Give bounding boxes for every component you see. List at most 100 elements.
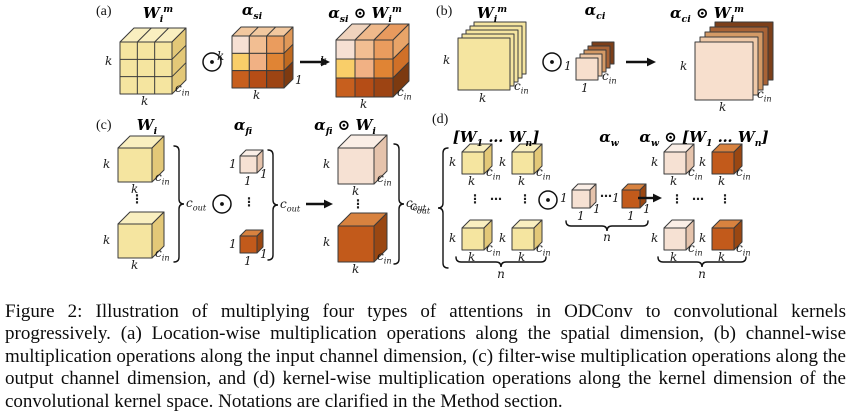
panel-d-result-underbrace <box>657 256 747 268</box>
cdots: ⋯ <box>600 189 612 203</box>
dim-label-k: k <box>352 262 360 276</box>
panel-d-kernel-underbrace <box>455 256 547 268</box>
dim-label-cin: cin <box>757 87 772 104</box>
panel-d-attention-underbrace <box>565 220 649 232</box>
dim-label-k: k <box>699 231 707 245</box>
dim-label-k: k <box>352 184 360 198</box>
panel-d-result-cube-3 <box>663 219 695 251</box>
dim-label-cout: cout <box>186 196 207 213</box>
panel-d-tag: (d) <box>432 112 449 127</box>
vdots: ⋮ <box>519 192 531 206</box>
panel-d-kernel-cube-2 <box>511 143 543 175</box>
dim-label-one: 1 <box>577 209 585 223</box>
dim-label-cin: cin <box>155 246 170 263</box>
panel-d-result-cube-4 <box>711 219 743 251</box>
panel-c-tag: (c) <box>96 118 112 133</box>
dim-label-n: n <box>698 267 706 281</box>
dim-label-cin: cin <box>155 170 170 187</box>
panel-b-kernel-heading: Wim <box>476 4 508 25</box>
dim-label-cin: cin <box>736 165 751 182</box>
dim-label-cin: cin <box>688 165 703 182</box>
panel-a-arrow <box>300 57 330 67</box>
panel-a-odot-operator <box>202 52 222 72</box>
panel-d-result-heading: αw ⊙ [W1 … Wn] <box>639 128 769 149</box>
dim-label-cin: cin <box>602 69 617 86</box>
panel-c-kernel-heading: Wi <box>136 116 158 137</box>
panel-a-tag: (a) <box>96 4 112 19</box>
panel-a-attention-heading: αsi <box>241 1 263 22</box>
dim-label-k: k <box>131 258 139 272</box>
panel-c-result-heading: αfi ⊙ Wi <box>314 116 376 137</box>
panel-a-kernel-cube <box>119 27 187 95</box>
vdots: ⋮ <box>671 192 683 206</box>
dim-label-k: k <box>141 94 149 108</box>
dim-label-one: 1 <box>593 202 601 216</box>
panel-c-result-cube-bottom <box>337 212 388 263</box>
panel-c-kernel-cube-bottom <box>117 211 165 259</box>
panel-a-result-heading: αsi ⊙ Wim <box>328 4 402 25</box>
dim-label-one: 1 <box>627 209 635 223</box>
panel-c-result-brace <box>393 143 405 265</box>
dim-label-one: 1 <box>244 174 252 188</box>
dim-label-k: k <box>320 54 328 68</box>
vdots: ⋮ <box>352 197 364 211</box>
dim-label-one: 1 <box>260 247 268 261</box>
panel-d-kernel-heading: [W1 … Wn] <box>452 128 540 149</box>
dim-label-k: k <box>449 155 457 169</box>
panel-a-attention-grid <box>231 26 294 89</box>
dim-label-one: 1 <box>244 254 252 268</box>
dim-label-one: 1 <box>295 73 303 87</box>
dim-label-cout: cout <box>406 196 427 213</box>
panel-b-tag: (b) <box>436 4 453 19</box>
dim-label-cout: cout <box>280 197 301 214</box>
dim-label-cin: cin <box>377 249 392 266</box>
panel-c-attention-cube-top <box>239 149 264 174</box>
dim-label-k: k <box>499 155 507 169</box>
dim-label-k: k <box>131 182 139 196</box>
dim-label-n: n <box>497 267 505 281</box>
dim-label-k: k <box>468 250 476 264</box>
panel-d-kernel-cube-3 <box>461 219 493 251</box>
dim-label-k: k <box>103 233 111 247</box>
vdots: ⋮ <box>719 192 731 206</box>
panel-c-odot-operator <box>212 194 232 214</box>
dim-label-k: k <box>718 250 726 264</box>
panel-c-kernel-cube-top <box>117 135 165 183</box>
dim-label-k: k <box>518 250 526 264</box>
dim-label-k: k <box>443 53 451 67</box>
panel-d-arrow <box>638 193 662 203</box>
panel-a-result-cube <box>335 23 410 98</box>
dim-label-k: k <box>718 174 726 188</box>
panel-b-odot-operator <box>542 52 562 72</box>
panel-b-kernel-stack <box>457 21 527 91</box>
figure-diagram-canvas <box>117 21 774 269</box>
dim-label-one: 1 <box>643 202 651 216</box>
dim-label-one: 1 <box>581 81 589 95</box>
dim-label-k: k <box>103 157 111 171</box>
panel-d-attention-heading: αw <box>599 128 619 149</box>
panel-d-odot-operator <box>538 190 558 210</box>
dim-label-k: k <box>699 155 707 169</box>
cdots: ⋯ <box>490 192 502 206</box>
dim-label-cin: cin <box>514 79 529 96</box>
dim-label-k: k <box>360 97 368 111</box>
dim-label-cin: cin <box>397 85 412 102</box>
vdots: ⋮ <box>131 192 143 206</box>
dim-label-k: k <box>323 235 331 249</box>
dim-label-one: 1 <box>229 157 237 171</box>
panel-d-result-cube-1 <box>663 143 695 175</box>
dim-label-cin: cin <box>486 165 501 182</box>
panel-a-kernel-heading: Wim <box>142 4 174 25</box>
dim-label-k: k <box>670 174 678 188</box>
dim-label-one: 1 <box>564 59 572 73</box>
panel-b-attention-heading: αci <box>584 1 606 22</box>
cdots: ⋯ <box>692 192 704 206</box>
dim-label-k: k <box>253 88 261 102</box>
dim-label-one: 1 <box>260 167 268 181</box>
dim-label-k: k <box>518 174 526 188</box>
panel-c-attention-cube-bottom <box>239 229 264 254</box>
dim-label-n: n <box>603 230 611 244</box>
dim-label-k: k <box>217 49 225 63</box>
panel-b-result-stack <box>694 21 774 101</box>
dim-label-one: 1 <box>229 237 237 251</box>
